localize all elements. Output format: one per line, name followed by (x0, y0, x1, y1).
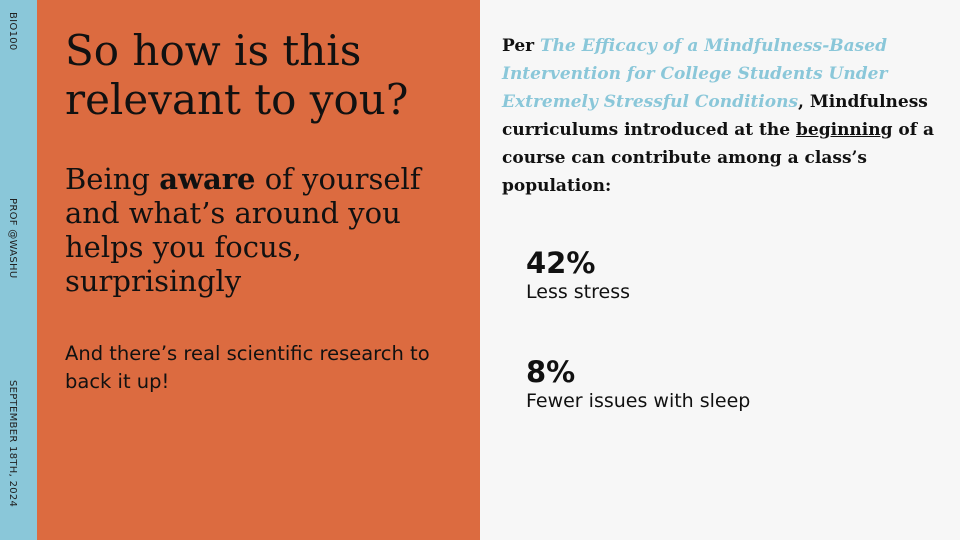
subtitle-part-2: of yourself and what’s around you helps … (65, 162, 421, 298)
stat-stress: 42% Less stress (526, 246, 630, 304)
body-part-1: Mindfulness curriculums introduced at th… (502, 92, 928, 140)
stat-sleep: 8% Fewer issues with sleep (526, 355, 750, 413)
slide-title: So how is this relevant to you? (65, 26, 409, 124)
subtitle-emphasis: aware (159, 162, 256, 196)
stat-value: 8% (526, 355, 576, 389)
right-panel: Per The Efficacy of a Mindfulness-Based … (480, 0, 960, 540)
comma: , (798, 92, 804, 112)
body-underlined: beginning (796, 120, 893, 140)
author-label: PROF @WASHU (7, 198, 18, 279)
body-part-2: of a course can contribute among a class… (502, 120, 935, 196)
per-word: Per (502, 36, 541, 56)
stat-value: 42% (526, 246, 596, 280)
stat-label: Fewer issues with sleep (526, 390, 751, 412)
date-label: SEPTEMBER 18TH, 2024 (7, 380, 18, 508)
source-title-link[interactable]: The Efficacy of a Mindfulness-Based Inte… (502, 36, 888, 112)
research-note: And there’s real scientific research to … (65, 342, 430, 393)
side-strip: BIO100 PROF @WASHU SEPTEMBER 18TH, 2024 (0, 0, 37, 540)
slide-subtitle: Being aware of yourself and what’s aroun… (65, 162, 465, 298)
stat-label: Less stress (526, 281, 631, 303)
source-paragraph: Per The Efficacy of a Mindfulness-Based … (502, 32, 942, 200)
subtitle-part-1: Being (65, 162, 160, 196)
course-code: BIO100 (7, 12, 18, 51)
left-panel: So how is this relevant to you? Being aw… (37, 0, 480, 540)
